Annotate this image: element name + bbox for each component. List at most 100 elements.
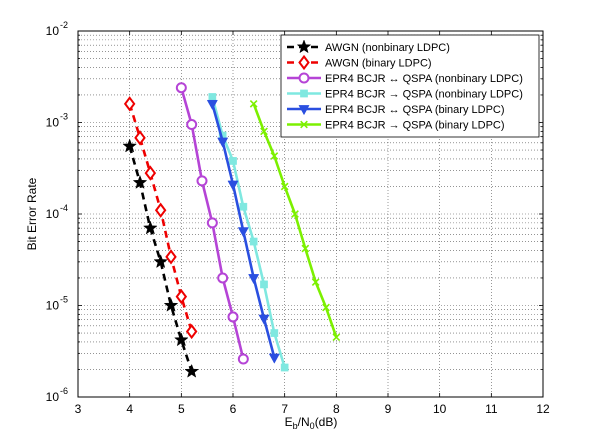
x-tick-label: 8 xyxy=(333,402,340,416)
data-point xyxy=(322,303,330,312)
x-tick-label: 3 xyxy=(75,402,82,416)
series-layer xyxy=(122,82,341,378)
data-point xyxy=(184,363,199,378)
x-label-sub2: 0 xyxy=(310,421,315,431)
data-point xyxy=(311,278,320,287)
legend-marker xyxy=(298,105,310,116)
y-tick-base: 10 xyxy=(46,207,60,221)
legend-label: EPR4 BCJR → QSPA (nonbinary LDPC) xyxy=(325,89,523,101)
data-point xyxy=(175,288,188,305)
data-point xyxy=(291,210,299,218)
y-tick-base: 10 xyxy=(46,24,60,38)
x-tick-label: 11 xyxy=(485,402,498,416)
legend-entry: AWGN (nonbinary LDPC) xyxy=(287,39,450,54)
data-point xyxy=(217,272,229,284)
y-tick-exponent: -6 xyxy=(60,386,68,396)
legend-label: EPR4 BCJR ↔ QSPA (nonbinary LDPC) xyxy=(325,73,523,85)
y-tick-exponent: -2 xyxy=(60,20,68,30)
data-point xyxy=(153,254,168,269)
y-tick-label: 10 xyxy=(46,299,60,313)
x-tick-label: 12 xyxy=(536,402,550,416)
y-tick-base: 10 xyxy=(46,390,60,404)
x-label-sub1: b xyxy=(293,421,298,431)
x-marker-stroke xyxy=(249,99,258,108)
x-tick-label: 10 xyxy=(433,402,447,416)
x-marker-stroke xyxy=(332,333,341,342)
legend-marker xyxy=(300,120,308,129)
data-point xyxy=(163,297,179,312)
data-point xyxy=(270,329,279,337)
series-6 xyxy=(249,99,341,342)
data-point xyxy=(175,82,187,94)
legend-box xyxy=(280,34,540,138)
series-5 xyxy=(206,99,280,364)
data-point xyxy=(249,237,258,246)
legend-marker xyxy=(298,54,310,71)
legend-entry: EPR4 BCJR ↔ QSPA (nonbinary LDPC) xyxy=(287,72,523,85)
data-point xyxy=(143,220,158,235)
data-point xyxy=(165,249,177,265)
data-point xyxy=(260,280,268,289)
data-point xyxy=(237,353,249,365)
x-marker-stroke xyxy=(300,120,308,129)
data-point xyxy=(185,323,198,340)
data-point xyxy=(134,130,146,146)
data-point xyxy=(229,157,237,165)
y-tick-exponent: -3 xyxy=(60,112,68,122)
y-axis-label: Bit Error Rate xyxy=(25,177,39,250)
x-tick-label: 7 xyxy=(281,402,288,416)
data-point xyxy=(174,332,189,347)
data-point xyxy=(123,96,136,112)
x-marker-stroke xyxy=(291,210,299,218)
x-marker-stroke xyxy=(270,152,279,160)
legend-entry: EPR4 BCJR → QSPA (binary LDPC) xyxy=(287,120,505,132)
legend-marker xyxy=(298,72,310,84)
legend-marker xyxy=(296,39,312,54)
legend-entry: AWGN (binary LDPC) xyxy=(287,54,432,71)
legend-entry: EPR4 BCJR → QSPA (nonbinary LDPC) xyxy=(287,89,523,101)
legend-label: EPR4 BCJR ↔ QSPA (binary LDPC) xyxy=(325,104,505,116)
legend-label: EPR4 BCJR → QSPA (binary LDPC) xyxy=(325,120,505,132)
data-point xyxy=(270,152,279,160)
x-marker-stroke xyxy=(322,303,330,312)
data-point xyxy=(268,353,280,364)
data-point xyxy=(280,363,289,372)
y-tick-label: 10 xyxy=(46,207,60,221)
series-3 xyxy=(175,82,249,365)
data-point xyxy=(144,165,157,181)
y-tick-exponent: -4 xyxy=(60,203,68,213)
x-marker-stroke xyxy=(280,182,289,191)
x-label-unit: (dB) xyxy=(315,415,338,429)
data-point xyxy=(237,227,249,238)
y-tick-label: 10 xyxy=(46,24,60,38)
x-tick-label: 9 xyxy=(385,402,392,416)
data-point xyxy=(239,202,248,211)
legend-entry: EPR4 BCJR ↔ QSPA (binary LDPC) xyxy=(287,104,505,116)
data-point xyxy=(186,119,198,131)
data-point xyxy=(206,217,218,229)
data-point xyxy=(154,202,167,218)
data-point xyxy=(227,311,239,323)
data-point xyxy=(260,127,268,136)
data-point xyxy=(258,314,270,325)
data-point xyxy=(196,175,208,187)
data-point xyxy=(249,99,258,108)
x-label-main: E xyxy=(285,415,293,429)
data-point xyxy=(332,333,341,342)
data-point xyxy=(227,180,239,191)
x-tick-label: 6 xyxy=(230,402,237,416)
x-tick-label: 4 xyxy=(126,402,133,416)
legend-marker xyxy=(300,89,308,98)
legend: AWGN (nonbinary LDPC) AWGN (binary LDPC) E… xyxy=(280,34,540,138)
data-point xyxy=(301,244,310,253)
legend-label: AWGN (nonbinary LDPC) xyxy=(325,42,450,54)
series-2 xyxy=(123,96,198,340)
data-point xyxy=(208,93,217,101)
data-point xyxy=(217,137,229,148)
x-marker-stroke xyxy=(311,278,320,287)
y-tick-base: 10 xyxy=(46,299,60,313)
y-tick-label: 10 xyxy=(46,390,60,404)
y-tick-label: 10 xyxy=(46,116,60,130)
